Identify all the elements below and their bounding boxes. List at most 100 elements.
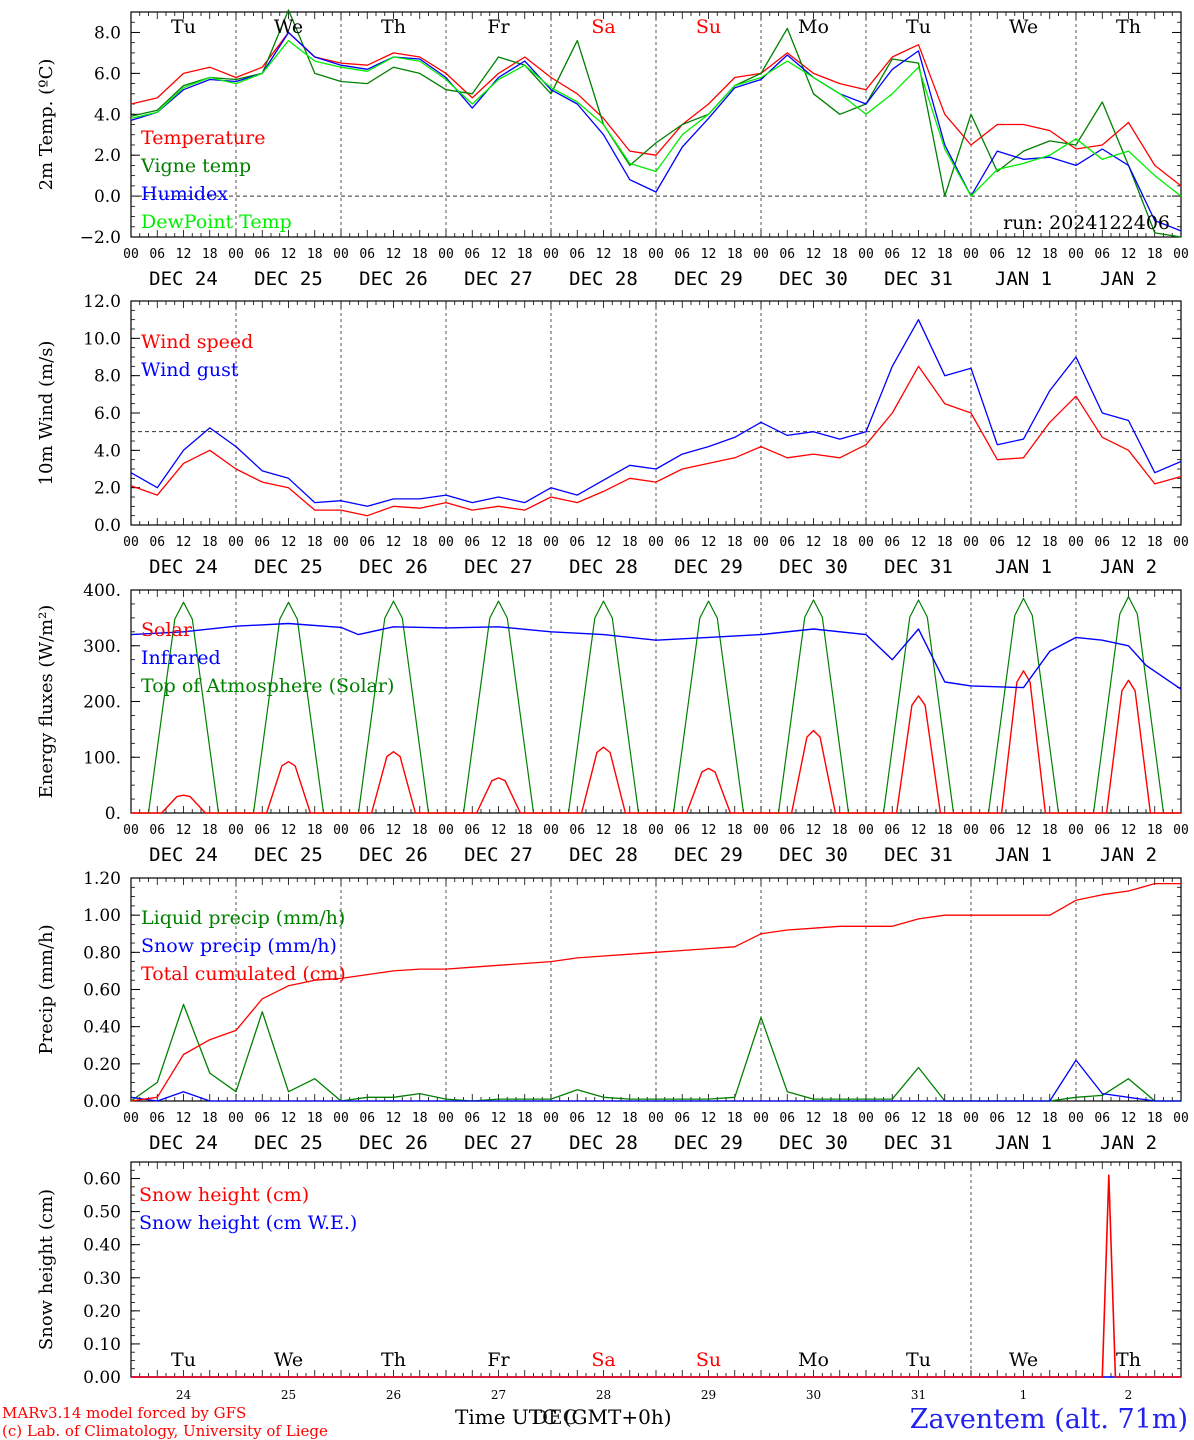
hour-label: 18 [937,247,953,262]
y-tick-label: 0.00 [83,1092,121,1112]
date-label: DEC 25 [254,1132,323,1154]
hour-label: 12 [806,1111,822,1126]
date-label: DEC 31 [884,556,953,578]
hour-label: 06 [674,1111,690,1126]
hour-label: 12 [176,1111,192,1126]
hour-label: 12 [281,247,297,262]
hour-label: 06 [884,1111,900,1126]
legend-entry: Snow height (cm W.E.) [139,1212,357,1234]
temperature-series-line [130,9,1182,238]
hour-label: 12 [281,823,297,838]
energy-panel: 0. 100. 200. 300. 400. Energy fluxes (W/m²) 00… [36,581,1189,866]
hour-label: 18 [307,535,323,550]
date-label: DEC 30 [779,556,848,578]
date-label: DEC 26 [359,268,428,290]
weekday-label: Fr [487,16,510,38]
hour-label: 12 [701,247,717,262]
hour-label: 18 [1042,1111,1058,1126]
hour-label: 06 [254,535,270,550]
hour-label: 18 [937,535,953,550]
hour-label: 18 [937,1111,953,1126]
weekday-label: Tu [171,1349,196,1371]
hour-label: 18 [1042,535,1058,550]
wind-series-line [130,365,1182,517]
y-tick-label: 6.0 [94,64,121,84]
hour-label: 12 [386,247,402,262]
hour-label: 18 [517,1111,533,1126]
y-tick-label: 0.50 [83,1203,121,1223]
hour-label: 12 [1121,1111,1137,1126]
hour-label: 18 [1147,823,1163,838]
hour-label: 00 [543,535,559,550]
hour-label: 06 [359,1111,375,1126]
hour-label: 06 [674,823,690,838]
day-number-label: 28 [596,1388,611,1402]
legend-entry: Vigne temp [140,155,251,177]
hour-label: 00 [963,535,979,550]
hour-label: 06 [464,823,480,838]
hour-label: 06 [149,247,165,262]
y-axis-label: Snow height (cm) [36,1189,57,1350]
weekday-label: Th [381,16,406,38]
hour-label: 18 [622,823,638,838]
hour-label: 12 [176,823,192,838]
hour-label: 06 [464,1111,480,1126]
hour-label: 06 [674,247,690,262]
month-overlay: DEC [532,1405,578,1429]
hour-label: 06 [359,247,375,262]
hour-label: 00 [123,535,139,550]
hour-label: 18 [832,535,848,550]
hour-label: 18 [517,823,533,838]
day-number-label: 30 [806,1388,821,1402]
hour-label: 00 [648,823,664,838]
hour-label: 06 [1094,823,1110,838]
hour-label: 00 [543,1111,559,1126]
hour-label: 12 [596,535,612,550]
hour-label: 06 [359,823,375,838]
hour-label: 18 [412,535,428,550]
hour-label: 06 [569,1111,585,1126]
hour-label: 12 [911,1111,927,1126]
hour-label: 18 [727,1111,743,1126]
date-label: DEC 27 [464,556,533,578]
hour-label: 18 [727,823,743,838]
hour-label: 18 [622,247,638,262]
y-tick-label: 200. [83,693,121,713]
hour-label: 00 [1068,535,1084,550]
weekday-label: We [1009,16,1038,38]
weekday-label: Th [1116,1349,1141,1371]
date-label: JAN 1 [995,844,1052,866]
hour-label: 12 [911,823,927,838]
y-tick-label: 300. [83,637,121,657]
date-label: DEC 25 [254,268,323,290]
date-label: DEC 26 [359,1132,428,1154]
hour-label: 18 [622,1111,638,1126]
y-tick-label: 10.0 [83,329,121,349]
legend-entry: Solar [141,619,193,641]
date-label: DEC 25 [254,556,323,578]
hour-label: 06 [569,535,585,550]
hour-label: 18 [412,823,428,838]
hour-label: 12 [596,1111,612,1126]
hour-label: 00 [963,823,979,838]
station-title: Zaventem (alt. 71m) [910,1404,1188,1435]
hour-label: 12 [1121,247,1137,262]
hour-label: 18 [1147,535,1163,550]
weekday-label: We [1009,1349,1038,1371]
day-number-label: 2 [1125,1388,1133,1402]
date-label: DEC 28 [569,1132,638,1154]
temperature-series-line [130,31,1182,232]
y-tick-label: 0.60 [83,1170,121,1190]
weekday-label: We [274,1349,303,1371]
date-label: DEC 28 [569,268,638,290]
hour-label: 00 [123,247,139,262]
x-axis-title: Time UTC (GMT+0h) [455,1405,672,1429]
hour-label: 12 [806,535,822,550]
hour-label: 06 [464,247,480,262]
weekday-label: Sa [591,1349,615,1371]
hour-label: 00 [228,247,244,262]
hour-label: 00 [228,823,244,838]
hour-label: 00 [123,1111,139,1126]
y-tick-label: 400. [83,581,121,601]
